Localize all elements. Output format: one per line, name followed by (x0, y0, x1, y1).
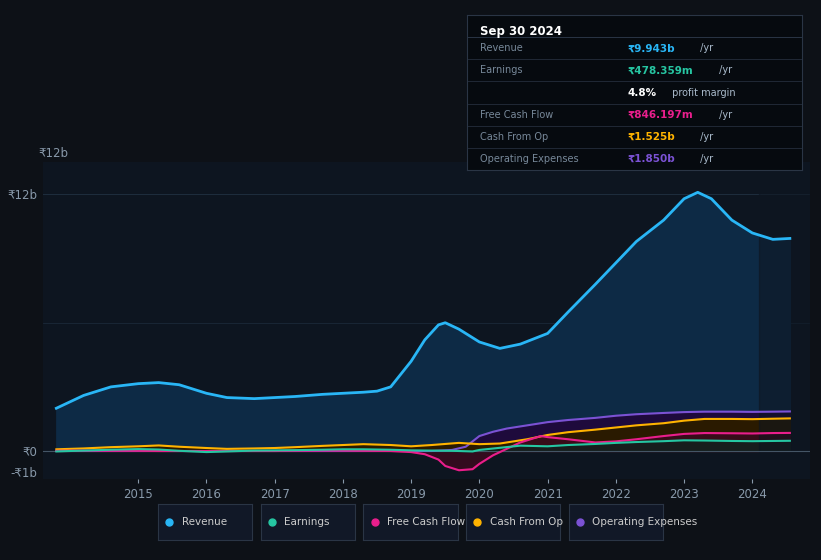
Text: Operating Expenses: Operating Expenses (592, 517, 697, 527)
Text: ₹12b: ₹12b (39, 147, 69, 160)
Text: Cash From Op: Cash From Op (480, 132, 548, 142)
Text: ₹478.359m: ₹478.359m (628, 66, 694, 76)
Text: ₹9.943b: ₹9.943b (628, 44, 676, 54)
Bar (759, 162, 810, 479)
Text: /yr: /yr (697, 153, 713, 164)
Text: Revenue: Revenue (181, 517, 227, 527)
Text: profit margin: profit margin (668, 87, 736, 97)
Text: Operating Expenses: Operating Expenses (480, 153, 579, 164)
Text: /yr: /yr (716, 66, 732, 76)
Text: Sep 30 2024: Sep 30 2024 (480, 25, 562, 38)
Text: Free Cash Flow: Free Cash Flow (480, 110, 553, 119)
Text: /yr: /yr (716, 110, 732, 119)
Text: ₹1.850b: ₹1.850b (628, 153, 676, 164)
Text: Revenue: Revenue (480, 44, 523, 54)
Text: /yr: /yr (697, 44, 713, 54)
Text: Free Cash Flow: Free Cash Flow (387, 517, 465, 527)
Text: Earnings: Earnings (480, 66, 523, 76)
Text: 4.8%: 4.8% (628, 87, 657, 97)
Text: Cash From Op: Cash From Op (489, 517, 562, 527)
Text: ₹846.197m: ₹846.197m (628, 110, 694, 119)
Text: Earnings: Earnings (284, 517, 330, 527)
Text: ₹1.525b: ₹1.525b (628, 132, 676, 142)
Text: /yr: /yr (697, 132, 713, 142)
